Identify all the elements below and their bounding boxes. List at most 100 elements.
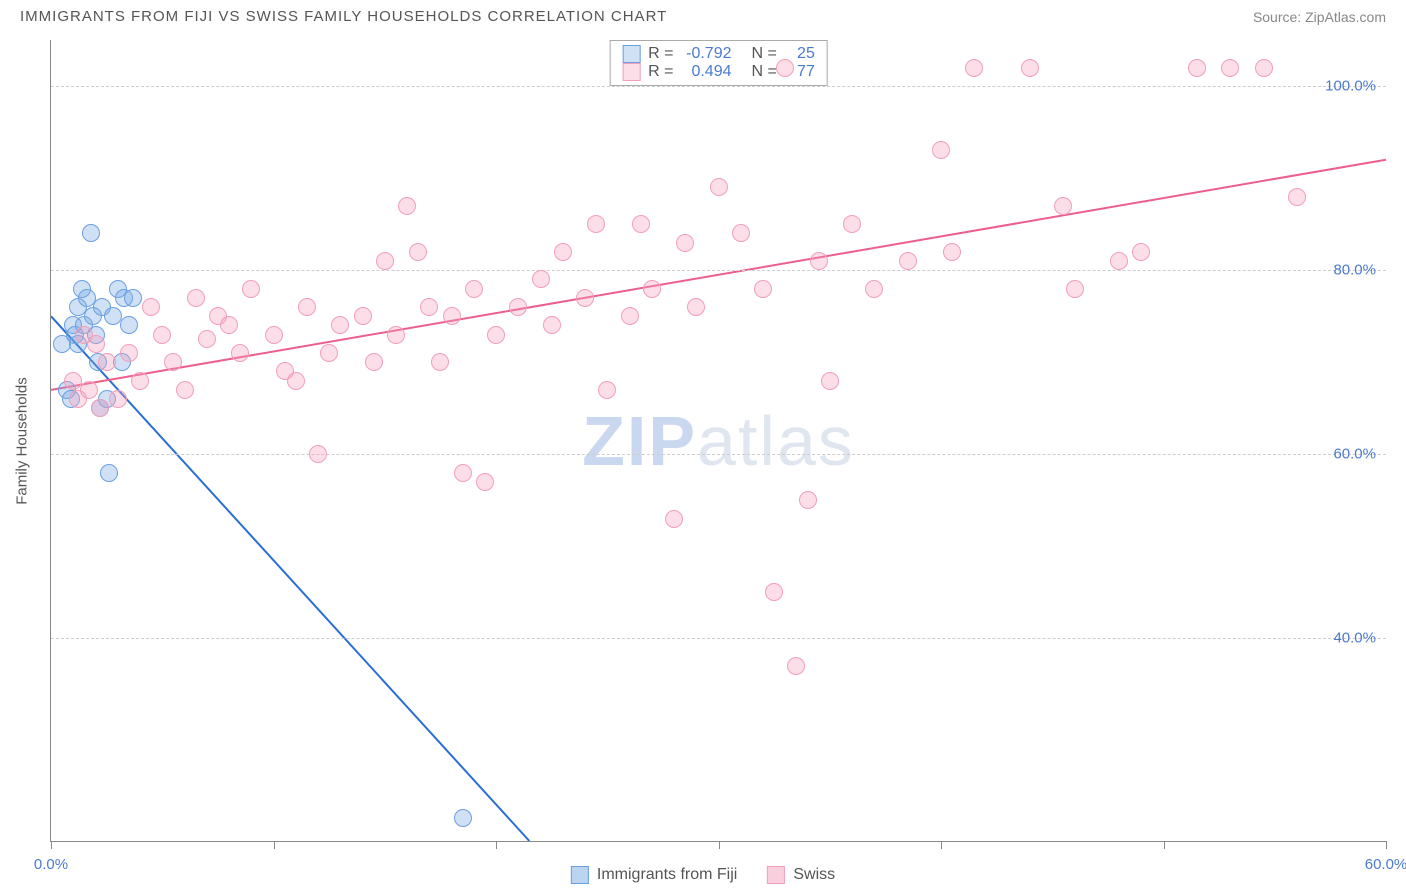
data-point: [754, 280, 772, 298]
watermark-part1: ZIP: [582, 402, 697, 480]
y-tick-label: 80.0%: [1333, 262, 1376, 279]
data-point: [865, 280, 883, 298]
data-point: [320, 344, 338, 362]
x-tick: [1386, 841, 1387, 849]
watermark-part2: atlas: [697, 402, 855, 480]
x-tick: [496, 841, 497, 849]
legend-swatch: [571, 866, 589, 884]
data-point: [82, 224, 100, 242]
data-point: [476, 473, 494, 491]
data-point: [1255, 59, 1273, 77]
data-point: [676, 234, 694, 252]
y-tick-label: 60.0%: [1333, 446, 1376, 463]
data-point: [587, 215, 605, 233]
data-point: [899, 252, 917, 270]
data-point: [465, 280, 483, 298]
gridline: [51, 454, 1386, 455]
source-prefix: Source:: [1253, 9, 1305, 25]
x-tick: [941, 841, 942, 849]
data-point: [687, 298, 705, 316]
data-point: [710, 178, 728, 196]
data-point: [1221, 59, 1239, 77]
x-tick-label: 0.0%: [34, 856, 68, 873]
data-point: [554, 243, 572, 261]
data-point: [1066, 280, 1084, 298]
trend-lines: [51, 40, 1386, 841]
data-point: [331, 316, 349, 334]
data-point: [354, 307, 372, 325]
data-point: [124, 289, 142, 307]
data-point: [431, 353, 449, 371]
data-point: [821, 372, 839, 390]
source-attribution: Source: ZipAtlas.com: [1253, 9, 1386, 25]
data-point: [932, 141, 950, 159]
x-tick: [274, 841, 275, 849]
r-value: 0.494: [682, 63, 732, 81]
gridline: [51, 270, 1386, 271]
data-point: [965, 59, 983, 77]
data-point: [454, 464, 472, 482]
x-tick: [719, 841, 720, 849]
data-point: [454, 809, 472, 827]
series-swatch: [622, 45, 640, 63]
data-point: [843, 215, 861, 233]
series-swatch: [622, 63, 640, 81]
header: IMMIGRANTS FROM FIJI VS SWISS FAMILY HOU…: [0, 0, 1406, 29]
data-point: [153, 326, 171, 344]
gridline: [51, 86, 1386, 87]
data-point: [765, 583, 783, 601]
data-point: [632, 215, 650, 233]
data-point: [309, 445, 327, 463]
data-point: [1188, 59, 1206, 77]
data-point: [80, 381, 98, 399]
y-tick-label: 40.0%: [1333, 630, 1376, 647]
x-tick: [1164, 841, 1165, 849]
watermark: ZIPatlas: [582, 401, 855, 481]
data-point: [799, 491, 817, 509]
data-point: [87, 335, 105, 353]
data-point: [98, 353, 116, 371]
legend-label: Immigrants from Fiji: [597, 866, 737, 884]
data-point: [532, 270, 550, 288]
data-point: [176, 381, 194, 399]
source-link[interactable]: ZipAtlas.com: [1305, 9, 1386, 25]
data-point: [443, 307, 461, 325]
plot-region: ZIPatlas R = -0.792N = 25R = 0.494N = 77…: [50, 40, 1386, 842]
data-point: [100, 464, 118, 482]
data-point: [198, 330, 216, 348]
data-point: [409, 243, 427, 261]
data-point: [91, 399, 109, 417]
data-point: [387, 326, 405, 344]
data-point: [1110, 252, 1128, 270]
legend-item: Swiss: [767, 866, 835, 884]
data-point: [298, 298, 316, 316]
legend-swatch: [767, 866, 785, 884]
y-axis-label: Family Households: [14, 377, 31, 505]
x-tick-label: 60.0%: [1365, 856, 1406, 873]
data-point: [543, 316, 561, 334]
r-label: R =: [648, 45, 673, 63]
data-point: [187, 289, 205, 307]
data-point: [242, 280, 260, 298]
data-point: [120, 344, 138, 362]
correlation-stats-box: R = -0.792N = 25R = 0.494N = 77: [609, 40, 828, 86]
data-point: [732, 224, 750, 242]
data-point: [643, 280, 661, 298]
legend: Immigrants from Fiji Swiss: [571, 866, 835, 884]
data-point: [109, 390, 127, 408]
n-label: N =: [752, 45, 777, 63]
x-tick: [51, 841, 52, 849]
data-point: [943, 243, 961, 261]
data-point: [1132, 243, 1150, 261]
chart-area: Family Households ZIPatlas R = -0.792N =…: [50, 40, 1386, 842]
data-point: [376, 252, 394, 270]
data-point: [598, 381, 616, 399]
data-point: [231, 344, 249, 362]
data-point: [287, 372, 305, 390]
data-point: [1054, 197, 1072, 215]
data-point: [787, 657, 805, 675]
r-label: R =: [648, 63, 673, 81]
data-point: [665, 510, 683, 528]
data-point: [621, 307, 639, 325]
y-tick-label: 100.0%: [1325, 78, 1376, 95]
